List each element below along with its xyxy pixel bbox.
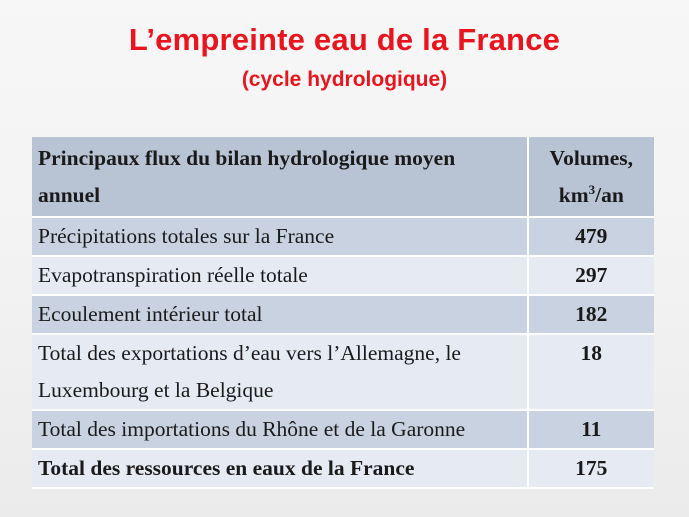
total-label: Total des ressources en eaux de la Franc… — [32, 449, 528, 489]
table-row: Evapotranspiration réelle totale 297 — [32, 256, 654, 296]
row-label: Total des exportations d’eau vers l’Alle… — [32, 334, 528, 411]
header-volumes-prefix: Volumes, — [549, 146, 633, 170]
header-flux-label: Principaux flux du bilan hydrologique mo… — [32, 137, 528, 218]
row-label: Evapotranspiration réelle totale — [32, 256, 528, 296]
water-balance-table: Principaux flux du bilan hydrologique mo… — [32, 137, 654, 489]
row-label: Précipitations totales sur la France — [32, 217, 528, 257]
table-row: Total des importations du Rhône et de la… — [32, 410, 654, 450]
slide-title: L’empreinte eau de la France — [128, 22, 561, 57]
header-volumes: Volumes, km3/an — [526, 137, 654, 218]
total-value: 175 — [526, 449, 654, 489]
row-value: 182 — [526, 295, 654, 335]
header-volumes-unit-exp: 3 — [588, 182, 596, 197]
slide-subtitle: (cycle hydrologique) — [241, 68, 448, 91]
row-label: Total des importations du Rhône et de la… — [32, 410, 528, 450]
row-value: 479 — [526, 217, 654, 257]
table-total-row: Total des ressources en eaux de la Franc… — [32, 449, 654, 489]
table-row: Ecoulement intérieur total 182 — [32, 295, 654, 335]
row-label: Ecoulement intérieur total — [32, 295, 528, 335]
table-row: Total des exportations d’eau vers l’Alle… — [32, 334, 654, 411]
table-row: Précipitations totales sur la France 479 — [32, 217, 654, 257]
row-value: 11 — [526, 410, 654, 450]
row-value: 18 — [526, 334, 654, 411]
row-value: 297 — [526, 256, 654, 296]
table-header-row: Principaux flux du bilan hydrologique mo… — [32, 137, 654, 218]
header-volumes-unit-base: km — [558, 183, 589, 207]
header-volumes-unit-suffix: /an — [595, 183, 624, 207]
